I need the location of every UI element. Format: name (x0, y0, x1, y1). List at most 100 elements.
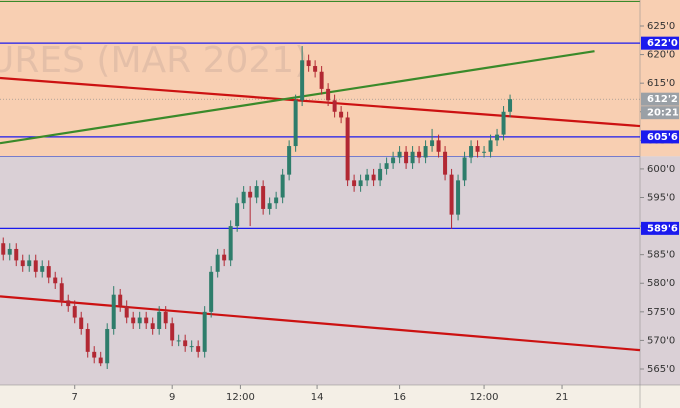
candle-body (202, 311, 207, 352)
candle-body (488, 140, 493, 152)
level-label: 622'0 (647, 38, 678, 49)
candle-body (157, 311, 162, 329)
candle-body (59, 283, 64, 301)
candle-body (365, 174, 370, 181)
trendline (0, 50, 595, 145)
candle-body (436, 140, 441, 152)
candle-body (371, 174, 376, 181)
candle-body (209, 271, 214, 312)
candle-body (501, 111, 506, 135)
y-tick-label: 575'0 (647, 307, 675, 318)
candle-body (423, 146, 428, 158)
candle-body (358, 180, 363, 187)
candle-body (189, 346, 194, 348)
candle-body (326, 88, 331, 101)
candle-body (430, 140, 435, 147)
candle-body (306, 60, 311, 67)
candle-body (183, 340, 188, 347)
level-label: 605'6 (647, 132, 678, 143)
candle-body (449, 174, 454, 215)
level-label-box (641, 221, 679, 235)
x-tick-label: 9 (169, 392, 175, 403)
trendline (0, 76, 641, 128)
candle-body (228, 226, 233, 261)
candle-body (384, 163, 389, 169)
candle-body (456, 180, 461, 215)
candle-body (267, 203, 272, 209)
candle-body (280, 174, 285, 198)
x-tick-label: 16 (393, 392, 406, 403)
level-label: 589'6 (647, 223, 678, 234)
candle-body (469, 146, 474, 158)
last-price-label-box (641, 92, 679, 106)
candle-body (98, 357, 103, 364)
candle-body (196, 346, 201, 352)
candle-body (261, 186, 266, 209)
candle-body (33, 260, 38, 272)
candle-body (475, 146, 480, 152)
candle-body (85, 328, 90, 352)
candle-body (124, 306, 129, 318)
candle-body (378, 168, 383, 181)
candle-body (345, 117, 350, 181)
candle-body (397, 151, 402, 158)
y-tick-label: 585'0 (647, 250, 675, 261)
candle-body (339, 111, 344, 118)
candle-body (495, 134, 500, 141)
y-tick-label: 615'0 (647, 78, 675, 89)
candle-body (40, 266, 45, 272)
candle-body (1, 243, 6, 255)
candle-body (46, 266, 51, 278)
candle-body (176, 340, 181, 342)
x-tick-label: 12:00 (470, 392, 499, 403)
candle-body (254, 186, 259, 198)
candle-body (248, 191, 253, 198)
y-tick-label: 600'0 (647, 164, 675, 175)
last-price-label: 612'2 (647, 94, 678, 105)
candle-body (313, 66, 318, 72)
zone-top (0, 0, 680, 157)
candle-body (111, 294, 116, 329)
candle-body (7, 248, 12, 255)
candle-body (241, 191, 246, 204)
candle-body (105, 328, 110, 364)
candle-body (118, 294, 123, 307)
x-tick-label: 14 (311, 392, 324, 403)
candle-body (417, 151, 422, 158)
candle-body (410, 151, 415, 164)
timer: 20:21 (647, 108, 679, 119)
level-label-box (641, 130, 679, 144)
candle-body (319, 71, 324, 89)
candle-body (66, 300, 71, 307)
candle-body (404, 151, 409, 164)
x-tick-label: 12:00 (226, 392, 255, 403)
candle-body (215, 254, 220, 272)
y-tick-label: 620'0 (647, 50, 675, 61)
candle-body (462, 157, 467, 181)
candle-body (391, 157, 396, 164)
candle-body (20, 260, 25, 267)
candle-body (235, 203, 240, 227)
candle-body (92, 351, 97, 358)
candle-body (144, 317, 149, 324)
candle-body (508, 99, 513, 112)
watermark: URES (MAR 2021) (0, 40, 308, 81)
x-tick-label: 7 (72, 392, 78, 403)
timer-box (641, 106, 679, 120)
candle-body (131, 317, 136, 324)
y-tick-label: 565'0 (647, 364, 675, 375)
candle-body (150, 323, 155, 329)
candle-body (482, 151, 487, 153)
candle-body (79, 317, 84, 329)
candle-body (27, 260, 32, 267)
candle-body (14, 248, 19, 261)
zone-bottom (0, 156, 680, 385)
candle-body (287, 146, 292, 175)
y-tick-label: 595'0 (647, 193, 675, 204)
candle-body (222, 254, 227, 261)
x-tick-label: 21 (556, 392, 569, 403)
candle-body (170, 323, 175, 341)
y-tick-label: 625'0 (647, 21, 675, 32)
candle-body (163, 311, 168, 324)
